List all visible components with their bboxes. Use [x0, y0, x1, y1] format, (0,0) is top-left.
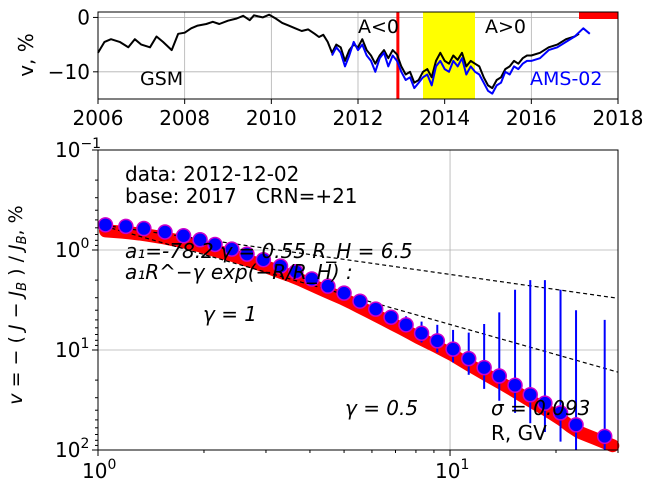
- data-point: [288, 263, 304, 280]
- data-point: [224, 241, 240, 257]
- y-tick-label: 100: [55, 236, 89, 262]
- shaded-span: [423, 12, 475, 99]
- gamma-1-label: γ = 1: [203, 302, 257, 326]
- top-x-tick-label: 2006: [73, 106, 124, 130]
- data-point: [304, 271, 320, 287]
- a-positive-label: A>0: [485, 16, 526, 38]
- data-point: [367, 301, 384, 317]
- data-point: [255, 251, 272, 268]
- data-point: [192, 232, 208, 248]
- data-point: [272, 258, 289, 274]
- top-x-tick-label: 2014: [419, 106, 470, 130]
- top-y-axis-label: v, %: [14, 33, 38, 77]
- data-point: [596, 428, 613, 445]
- x-tick-label: 100: [82, 457, 116, 483]
- bottom-axes-frame: [97, 149, 619, 451]
- top-panel-timeseries: 2006 2008 2010 2012 2014 2016 2018 0 −10 v, % G…: [14, 5, 643, 130]
- data-point: [136, 220, 152, 237]
- data-point: [522, 386, 539, 403]
- top-y-tick-label: −10: [48, 60, 90, 84]
- top-series: [97, 13, 591, 95]
- gsm-label: GSM: [140, 68, 183, 90]
- data-point: [552, 405, 569, 421]
- top-x-tick-label: 2018: [593, 106, 644, 130]
- fit-formula-label: a₁R^−γ exp(−R/R_H) :: [125, 260, 353, 284]
- top-x-tick-label: 2012: [333, 106, 384, 130]
- base-crn-label: base: 2017 CRN=+21: [125, 184, 358, 208]
- ams-label: AMS-02: [530, 68, 602, 90]
- top-x-tick-label: 2010: [246, 106, 297, 130]
- gamma-0-5-label: γ = 0.5: [345, 396, 418, 420]
- data-point: [118, 218, 134, 235]
- gsm-series-line: [97, 13, 580, 90]
- bottom-y-axis-label: v = − ( J − JB ) / JB, %: [5, 205, 30, 404]
- data-point: [429, 333, 446, 349]
- sigma-label: σ = 0.093: [491, 396, 590, 420]
- top-y-tick-label: 0: [77, 5, 90, 29]
- y-tick-label: 10−1: [55, 136, 101, 162]
- data-point: [207, 236, 223, 253]
- data-point: [398, 317, 414, 333]
- data-point: [568, 417, 584, 433]
- bottom-x-ticks: 100 101: [82, 457, 469, 483]
- fit-parameters-label: a₁=-78.2 γ = 0.55 R_H = 6.5: [125, 239, 413, 263]
- data-point: [352, 293, 368, 309]
- data-point: [336, 285, 352, 301]
- y-tick-label: 102: [55, 436, 89, 462]
- data-point: [175, 227, 192, 244]
- data-point: [491, 368, 508, 384]
- data-point: [413, 325, 430, 342]
- data-point: [97, 217, 114, 233]
- bottom-y-ticks: 10−1 100 101 102: [55, 136, 101, 462]
- data-point: [239, 246, 255, 262]
- data-points: [97, 217, 613, 445]
- data-point: [476, 359, 492, 376]
- reference-line-gamma-1: [97, 223, 619, 373]
- data-date-label: data: 2012-12-02: [125, 162, 299, 186]
- top-y-ticks: 0 −10: [48, 5, 98, 84]
- data-point: [507, 377, 523, 393]
- top-x-ticks: 2006 2008 2010 2012 2014 2016 2018: [73, 99, 644, 130]
- y-tick-label: 101: [55, 336, 89, 362]
- bottom-x-axis-label: R, GV: [491, 421, 547, 445]
- data-point: [445, 341, 461, 357]
- ams02-series-line: [331, 27, 591, 95]
- bottom-panel-spectrum: 10−1 100 101 102 100 101 v = − ( J − JB …: [5, 136, 620, 483]
- top-x-tick-label: 2008: [159, 106, 210, 130]
- data-point: [537, 395, 553, 411]
- data-point: [320, 278, 336, 294]
- top-x-tick-label: 2016: [506, 106, 557, 130]
- data-point: [383, 309, 399, 325]
- data-point: [460, 350, 477, 367]
- a-negative-label: A<0: [358, 16, 399, 38]
- x-tick-label: 101: [435, 457, 469, 483]
- data-point: [157, 224, 173, 240]
